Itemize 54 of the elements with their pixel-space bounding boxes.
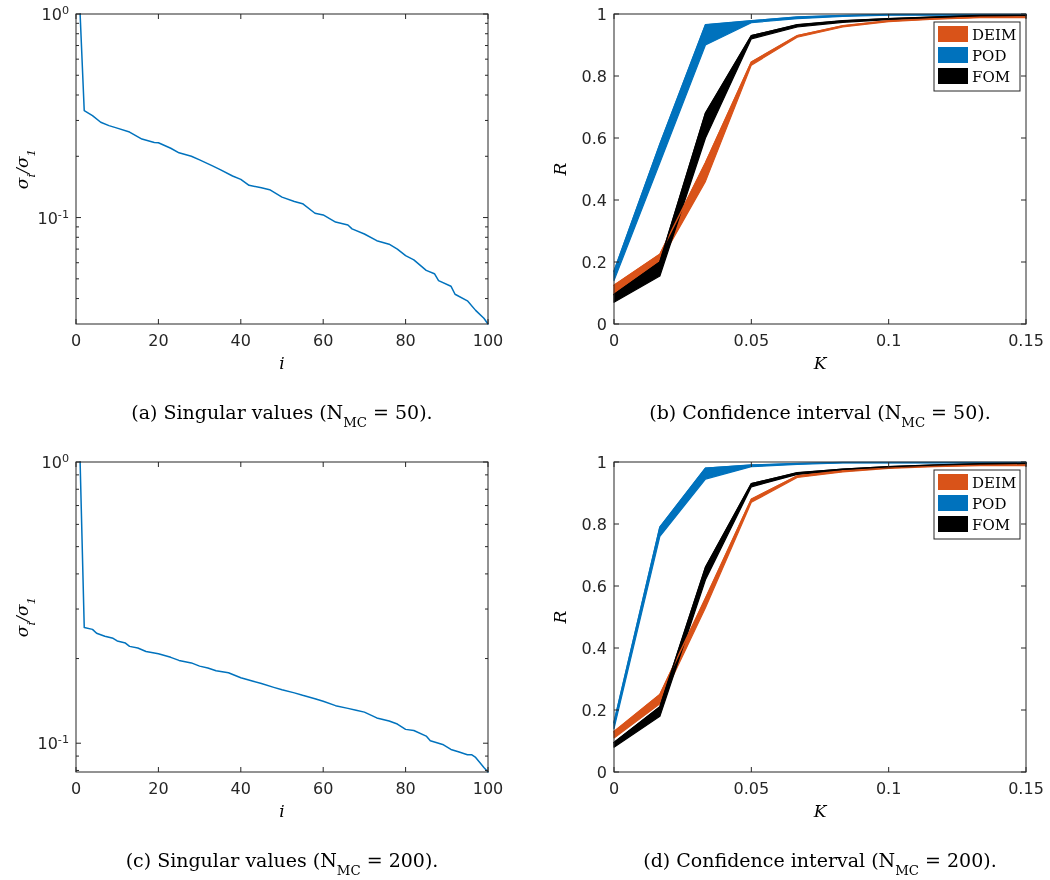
x-tick-label: 0.1 (875, 779, 902, 798)
y-tick-label: 1 (596, 5, 607, 24)
x-tick-label: 0.15 (1008, 779, 1044, 798)
y-tick-label: 10$^{-1}$ (37, 732, 69, 754)
y-tick-label: 0.2 (581, 253, 607, 272)
x-tick-label: 0.05 (733, 331, 770, 350)
y-tick-label: 0 (596, 763, 607, 782)
x-tick-label: 80 (395, 331, 416, 350)
x-tick-label: 20 (148, 779, 169, 798)
text: (d) Confidence interval (N$_{MC}$ = 200). (643, 849, 997, 878)
x-axis-title: K (812, 801, 828, 821)
x-tick-label: 0 (70, 779, 82, 798)
legend-label: FOM (972, 516, 1011, 534)
y-tick-label: 0.2 (581, 701, 607, 720)
y-tick-label: 10$^{-1}$ (37, 207, 69, 228)
x-tick-label: 0.15 (1008, 331, 1044, 350)
x-tick-label: 40 (230, 779, 251, 798)
legend-label: POD (972, 47, 1007, 65)
x-tick-label: 0 (608, 779, 620, 798)
legend-label: POD (972, 495, 1007, 513)
text: (b) Confidence interval (N$_{MC}$ = 50). (649, 401, 991, 430)
x-tick-label: 100 (472, 779, 504, 798)
x-tick-label: 20 (148, 331, 169, 350)
x-axis-title: i (279, 801, 285, 821)
text: (c) Singular values (N$_{MC}$ = 200). (125, 849, 439, 878)
line-series (79, 13, 489, 325)
legend-label: DEIM (972, 26, 1017, 44)
x-tick-label: 0 (70, 331, 82, 350)
legend-label: FOM (972, 68, 1011, 86)
x-axis-title: K (812, 353, 828, 373)
y-tick-label: 10$^{0}$ (41, 451, 69, 472)
x-tick-label: 100 (472, 331, 504, 350)
line-series (79, 461, 489, 773)
y-tick-label: 10$^{0}$ (41, 3, 69, 24)
y-tick-label: 0.8 (581, 515, 607, 534)
y-tick-label: 0.4 (581, 191, 607, 210)
x-tick-label: 0 (608, 331, 620, 350)
x-tick-label: 0.05 (733, 779, 770, 798)
x-axis-title: i (279, 353, 285, 373)
y-tick-label: 0 (596, 315, 607, 334)
x-tick-label: 60 (313, 779, 334, 798)
y-axis-title: R (550, 162, 570, 177)
y-tick-label: 1 (596, 453, 607, 472)
x-tick-label: 0.1 (875, 331, 902, 350)
y-tick-label: 0.6 (581, 577, 607, 596)
text: (a) Singular values (N$_{MC}$ = 50). (131, 401, 433, 430)
y-axis-title: R (550, 610, 570, 625)
y-tick-label: 0.6 (581, 129, 607, 148)
x-tick-label: 40 (230, 331, 251, 350)
legend-label: DEIM (972, 474, 1017, 492)
y-tick-label: 0.4 (581, 639, 607, 658)
y-tick-label: 0.8 (581, 67, 607, 86)
x-tick-label: 60 (313, 331, 334, 350)
x-tick-label: 80 (395, 779, 416, 798)
